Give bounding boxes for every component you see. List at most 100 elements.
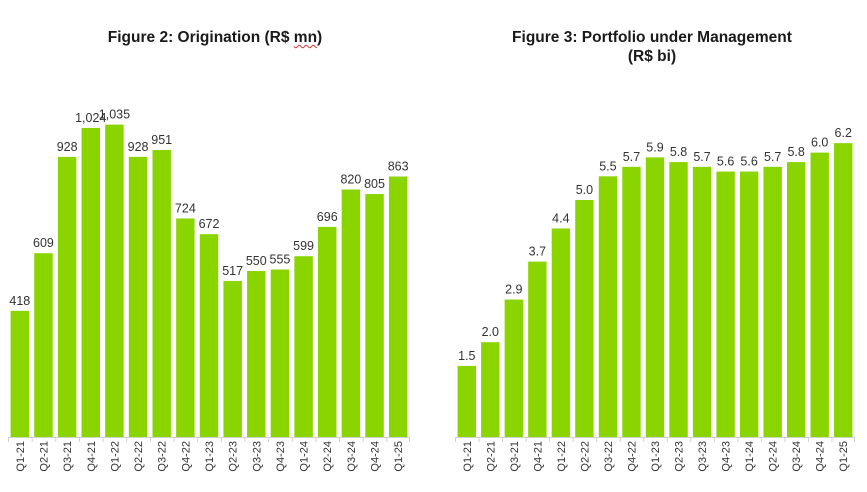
- x-tick-label: Q4-21: [86, 441, 98, 472]
- x-tick-label: Q3-23: [251, 441, 263, 472]
- data-label: 5.5: [599, 159, 616, 173]
- data-label: 5.6: [717, 155, 734, 169]
- data-label: 2.9: [505, 283, 522, 297]
- data-label: 724: [175, 201, 196, 215]
- data-label: 5.7: [693, 150, 710, 164]
- origination-chart-panel: Figure 2: Origination (R$ mn) 418 Q1-21 60…: [0, 0, 430, 492]
- bar-q4-24: [365, 194, 384, 437]
- data-label: 5.8: [787, 145, 804, 159]
- bar-q1-21: [10, 310, 30, 437]
- data-label: 951: [151, 133, 172, 147]
- x-tick-label: Q4-23: [275, 441, 287, 472]
- x-tick-label: Q2-23: [674, 441, 686, 472]
- bar-q3-24: [341, 189, 361, 437]
- data-label: 805: [364, 177, 385, 191]
- data-label: 5.7: [764, 150, 781, 164]
- data-label: 672: [199, 217, 220, 231]
- bar-q3-22: [598, 176, 618, 437]
- data-label: 820: [340, 173, 361, 187]
- bar-q2-21: [34, 253, 53, 437]
- x-tick-label: Q2-24: [768, 441, 780, 472]
- bar-q2-21: [481, 342, 500, 437]
- portfolio-chart-panel: Figure 3: Portfolio under Management (R$…: [437, 0, 867, 492]
- data-label: 4.4: [552, 211, 569, 225]
- x-tick-label: Q1-22: [109, 441, 121, 472]
- bar-q2-23: [223, 280, 242, 437]
- bar-q4-23: [716, 171, 735, 437]
- x-tick-label: Q1-24: [744, 441, 756, 472]
- portfolio-chart-title: Figure 3: Portfolio under Management (R$…: [437, 28, 867, 66]
- bar-q1-23: [199, 234, 219, 437]
- x-tick-label: Q3-24: [346, 441, 358, 472]
- data-label: 1.5: [458, 349, 475, 363]
- portfolio-bar-chart: 1.5 Q1-21 2.0 Q2-21 2.9 Q3-21 3.7 Q4-21 4.4 Q1-22…: [455, 126, 855, 472]
- x-tick-label: Q2-21: [38, 441, 50, 472]
- bar-q1-24: [294, 256, 313, 437]
- bar-q4-22: [622, 166, 641, 437]
- origination-bar-chart: 418 Q1-21 609 Q2-21 928 Q3-21 1,024 Q4-21 1,035 Q…: [8, 108, 410, 472]
- data-label: 555: [270, 252, 291, 266]
- bar-q2-23: [669, 162, 688, 437]
- bar-q4-22: [176, 218, 195, 437]
- bar-q3-21: [504, 299, 523, 437]
- data-label: 517: [222, 264, 243, 278]
- x-tick-label: Q3-24: [791, 441, 803, 472]
- x-tick-label: Q3-22: [157, 441, 169, 472]
- bar-q2-22: [575, 200, 594, 437]
- x-tick-label: Q3-21: [509, 441, 521, 472]
- data-label: 5.0: [576, 183, 593, 197]
- bar-q1-25: [834, 143, 853, 437]
- bar-q2-24: [763, 166, 782, 437]
- bar-q4-21: [81, 127, 100, 438]
- x-tick-label: Q2-23: [228, 441, 240, 472]
- data-label: 2.0: [482, 325, 499, 339]
- x-tick-label: Q1-21: [462, 441, 474, 472]
- bar-q4-23: [270, 269, 290, 437]
- x-tick-label: Q3-22: [603, 441, 615, 472]
- data-label: 5.8: [670, 145, 687, 159]
- x-tick-label: Q4-22: [180, 441, 192, 472]
- x-tick-label: Q1-24: [299, 441, 311, 472]
- x-tick-label: Q3-21: [62, 441, 74, 472]
- x-tick-label: Q1-23: [204, 441, 216, 472]
- data-label: 418: [9, 294, 30, 308]
- bar-q2-22: [128, 156, 148, 437]
- bar-q3-23: [692, 166, 712, 437]
- origination-chart-title: Figure 2: Origination (R$ mn): [0, 28, 430, 47]
- data-label: 928: [128, 140, 149, 154]
- title-line-1: Figure 3: Portfolio under Management: [512, 29, 792, 46]
- x-tick-label: Q3-23: [697, 441, 709, 472]
- data-label: 863: [388, 160, 409, 174]
- bar-q2-24: [318, 226, 337, 437]
- data-label: 6.2: [835, 126, 852, 140]
- bar-q4-24: [810, 152, 829, 437]
- data-label: 5.9: [646, 140, 663, 154]
- data-label: 696: [317, 210, 338, 224]
- bar-q1-24: [739, 171, 759, 437]
- x-tick-label: Q1-22: [556, 441, 568, 472]
- bar-q4-21: [528, 261, 547, 437]
- bar-q1-22: [105, 124, 124, 438]
- data-label: 609: [33, 236, 54, 250]
- data-label: 928: [57, 140, 78, 154]
- x-tick-label: Q1-21: [15, 441, 27, 472]
- bar-q1-23: [645, 157, 665, 437]
- title-line-2: (R$ bi): [627, 48, 677, 65]
- x-tick-label: Q2-22: [579, 441, 591, 472]
- title-text: Figure 2: Origination (R$: [107, 29, 294, 46]
- data-label: 550: [246, 254, 267, 268]
- x-tick-label: Q2-24: [322, 441, 334, 472]
- data-label: 5.7: [623, 150, 640, 164]
- x-tick-label: Q4-23: [721, 441, 733, 472]
- bar-q3-21: [57, 156, 77, 437]
- data-label: 1,035: [99, 108, 130, 122]
- data-label: 1,024: [75, 111, 106, 125]
- x-tick-label: Q1-25: [838, 441, 850, 472]
- bar-q1-21: [457, 365, 476, 437]
- data-label: 6.0: [811, 136, 828, 150]
- x-tick-label: Q2-22: [133, 441, 145, 472]
- bar-q1-22: [551, 228, 571, 437]
- title-close: ): [317, 29, 323, 46]
- bar-q3-24: [787, 162, 806, 437]
- bar-q3-23: [247, 271, 266, 437]
